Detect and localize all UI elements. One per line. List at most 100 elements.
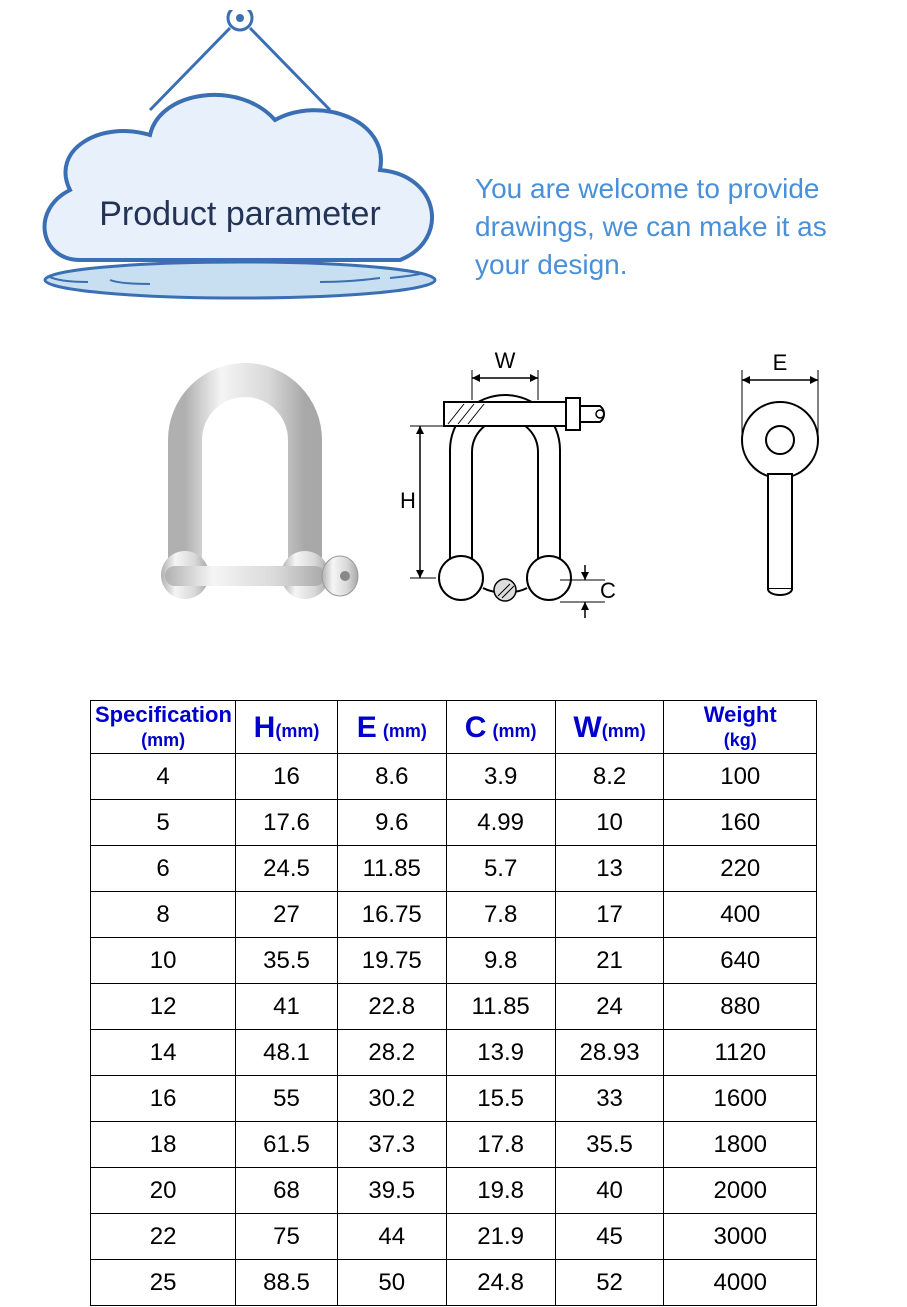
table-cell: 35.5	[555, 1122, 664, 1168]
table-cell: 220	[664, 846, 817, 892]
table-cell: 17.8	[446, 1122, 555, 1168]
table-cell: 18	[91, 1122, 236, 1168]
table-cell: 8.2	[555, 754, 664, 800]
table-cell: 88.5	[236, 1260, 338, 1306]
table-cell: 5.7	[446, 846, 555, 892]
cloud-title-svg: Product parameter	[99, 195, 381, 233]
table-cell: 4000	[664, 1260, 817, 1306]
table-cell: 2000	[664, 1168, 817, 1214]
table-cell: 22.8	[337, 984, 446, 1030]
diagram-area: W H C	[0, 340, 907, 680]
dim-h-label: H	[400, 488, 416, 513]
welcome-text: You are welcome to provide drawings, we …	[475, 170, 885, 283]
table-row: 2588.55024.8524000	[91, 1260, 817, 1306]
shackle-drawing: W H C	[400, 348, 616, 618]
table-cell: 1120	[664, 1030, 817, 1076]
dim-w-label: W	[495, 348, 516, 373]
table-row: 1448.128.213.928.931120	[91, 1030, 817, 1076]
table-cell: 28.93	[555, 1030, 664, 1076]
table-cell: 160	[664, 800, 817, 846]
table-row: 4168.63.98.2100	[91, 754, 817, 800]
cloud-banner: Product parameter	[20, 10, 460, 310]
header: Product parameter You are welcome to pro…	[0, 0, 907, 330]
table-cell: 24.8	[446, 1260, 555, 1306]
table-row: 22754421.9453000	[91, 1214, 817, 1260]
table-cell: 8.6	[337, 754, 446, 800]
shackle-photo	[161, 380, 358, 599]
table-cell: 880	[664, 984, 817, 1030]
table-row: 624.511.855.713220	[91, 846, 817, 892]
table-cell: 3.9	[446, 754, 555, 800]
table-cell: 30.2	[337, 1076, 446, 1122]
col-header-e: E (mm)	[337, 701, 446, 754]
table-cell: 50	[337, 1260, 446, 1306]
spec-table: Specification (mm) H(mm) E (mm) C (mm) W…	[90, 700, 817, 1306]
table-cell: 8	[91, 892, 236, 938]
table-cell: 52	[555, 1260, 664, 1306]
table-cell: 24	[555, 984, 664, 1030]
table-cell: 75	[236, 1214, 338, 1260]
col-header-h: H(mm)	[236, 701, 338, 754]
table-cell: 640	[664, 938, 817, 984]
table-row: 1035.519.759.821640	[91, 938, 817, 984]
table-cell: 24.5	[236, 846, 338, 892]
table-cell: 27	[236, 892, 338, 938]
table-cell: 1800	[664, 1122, 817, 1168]
table-cell: 55	[236, 1076, 338, 1122]
table-cell: 21.9	[446, 1214, 555, 1260]
table-cell: 100	[664, 754, 817, 800]
col-header-c: C (mm)	[446, 701, 555, 754]
table-cell: 16	[91, 1076, 236, 1122]
col-header-weight: Weight (kg)	[664, 701, 817, 754]
table-cell: 17.6	[236, 800, 338, 846]
table-cell: 45	[555, 1214, 664, 1260]
table-cell: 6	[91, 846, 236, 892]
table-cell: 19.8	[446, 1168, 555, 1214]
table-cell: 13	[555, 846, 664, 892]
dim-c-label: C	[600, 578, 616, 603]
table-cell: 4	[91, 754, 236, 800]
table-cell: 20	[91, 1168, 236, 1214]
table-cell: 41	[236, 984, 338, 1030]
table-cell: 21	[555, 938, 664, 984]
table-cell: 15.5	[446, 1076, 555, 1122]
spec-table-wrap: Specification (mm) H(mm) E (mm) C (mm) W…	[0, 700, 907, 1306]
table-cell: 5	[91, 800, 236, 846]
table-cell: 33	[555, 1076, 664, 1122]
table-cell: 35.5	[236, 938, 338, 984]
table-cell: 16	[236, 754, 338, 800]
shackle-diagram: W H C	[130, 340, 870, 660]
table-row: 206839.519.8402000	[91, 1168, 817, 1214]
table-row: 124122.811.8524880	[91, 984, 817, 1030]
table-cell: 7.8	[446, 892, 555, 938]
table-row: 517.69.64.9910160	[91, 800, 817, 846]
table-cell: 17	[555, 892, 664, 938]
table-cell: 9.6	[337, 800, 446, 846]
table-cell: 14	[91, 1030, 236, 1076]
table-row: 82716.757.817400	[91, 892, 817, 938]
table-row: 165530.215.5331600	[91, 1076, 817, 1122]
table-cell: 19.75	[337, 938, 446, 984]
table-cell: 48.1	[236, 1030, 338, 1076]
table-row: 1861.537.317.835.51800	[91, 1122, 817, 1168]
table-cell: 40	[555, 1168, 664, 1214]
table-cell: 25	[91, 1260, 236, 1306]
table-cell: 44	[337, 1214, 446, 1260]
table-cell: 28.2	[337, 1030, 446, 1076]
table-cell: 37.3	[337, 1122, 446, 1168]
table-cell: 13.9	[446, 1030, 555, 1076]
table-cell: 12	[91, 984, 236, 1030]
table-cell: 61.5	[236, 1122, 338, 1168]
table-cell: 22	[91, 1214, 236, 1260]
col-header-w: W(mm)	[555, 701, 664, 754]
dim-e-label: E	[773, 350, 788, 375]
table-cell: 68	[236, 1168, 338, 1214]
table-header-row: Specification (mm) H(mm) E (mm) C (mm) W…	[91, 701, 817, 754]
table-cell: 39.5	[337, 1168, 446, 1214]
table-cell: 400	[664, 892, 817, 938]
table-cell: 9.8	[446, 938, 555, 984]
table-cell: 3000	[664, 1214, 817, 1260]
table-cell: 11.85	[337, 846, 446, 892]
table-cell: 1600	[664, 1076, 817, 1122]
pin-side-view: E	[742, 350, 818, 595]
